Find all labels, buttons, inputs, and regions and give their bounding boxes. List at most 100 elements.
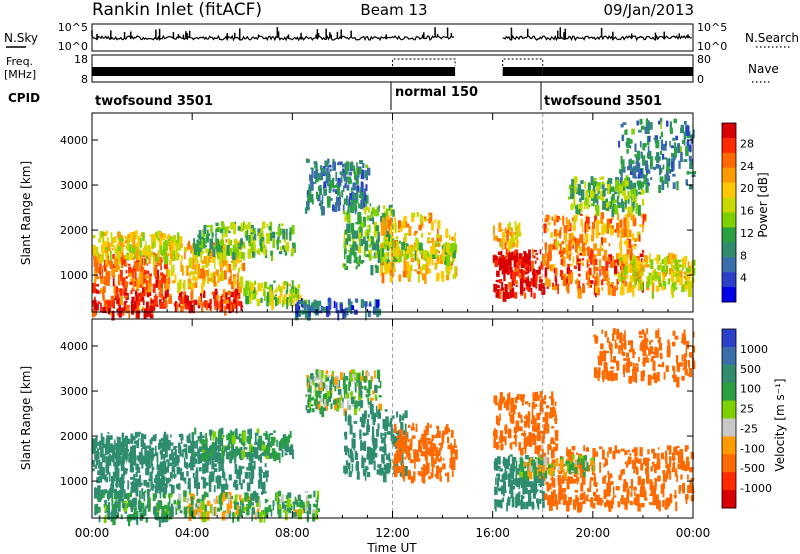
data-cell [658,184,662,193]
data-cell [190,446,195,450]
data-cell [183,247,187,253]
data-cell [344,248,347,255]
data-cell [169,506,174,517]
data-cell [524,437,529,447]
data-cell [609,261,614,268]
data-cell [104,259,107,271]
data-cell [238,292,241,300]
data-cell [394,240,399,246]
data-cell [385,218,389,229]
data-cell [671,286,674,298]
data-cell [244,471,249,479]
data-cell [171,449,174,457]
data-cell [127,438,131,445]
data-cell [221,468,225,478]
data-cell [202,494,205,502]
data-cell [560,249,564,258]
beam-title: Beam 13 [360,1,427,19]
data-cell [268,226,272,230]
data-cell [450,430,454,438]
data-cell [313,490,316,498]
data-cell [238,433,242,437]
data-cell [521,476,525,481]
data-cell [265,499,269,502]
cpid-row: CPID twofsound 3501 normal 150 twofsound… [8,82,662,110]
data-cell [654,257,657,261]
data-cell [350,222,355,233]
data-cell [409,459,414,464]
data-cell [495,235,498,241]
data-cell [129,253,134,261]
data-cell [662,143,667,151]
data-cell [129,232,134,243]
data-cell [637,276,639,280]
data-cell [119,485,122,489]
data-cell [96,303,99,311]
data-cell [311,198,314,205]
data-cell [268,447,271,451]
data-cell [622,269,624,278]
data-cell [225,298,228,309]
data-cell [276,239,279,250]
data-cell [617,202,621,208]
data-cell [534,404,538,407]
data-cell [420,221,424,228]
data-cell [278,508,282,519]
data-cell [431,467,434,478]
data-cell [424,273,427,285]
data-cell [135,288,139,291]
data-cell [203,491,207,495]
data-cell [291,505,293,511]
data-cell [611,214,614,221]
data-cell [213,274,216,286]
data-cell [351,305,355,311]
data-cell [587,226,591,229]
data-cell [130,501,134,511]
data-cell [170,485,175,494]
data-cell [200,253,203,263]
data-cell [122,481,125,484]
data-cell [225,292,228,301]
data-cell [503,472,506,483]
data-cell [496,463,499,471]
data-cell [237,300,241,307]
data-cell [98,515,101,523]
data-cell [316,490,320,500]
data-cell [391,415,395,419]
data-cell [507,428,512,439]
data-cell [375,248,379,258]
data-cell [362,163,365,169]
data-cell [532,424,535,432]
data-cell [638,168,643,175]
data-cell [275,293,277,297]
data-cell [590,203,594,207]
data-cell [135,471,138,478]
data-cell [120,514,123,520]
data-cell [573,219,576,230]
sky-noise-line [502,34,692,42]
data-cell [404,466,408,477]
data-cell [164,454,166,458]
data-cell [217,452,221,461]
data-cell [641,189,645,195]
data-cell [143,508,147,516]
data-cell [502,255,505,261]
data-cell [294,496,297,503]
data-cell [281,290,283,297]
data-cell [312,509,316,514]
data-cell [183,279,186,291]
data-cell [142,283,144,288]
data-cell [291,280,294,288]
data-cell [539,249,542,255]
data-cell [405,243,408,249]
data-cell [636,157,640,166]
data-cell [381,437,386,442]
data-cell [522,270,525,281]
data-cell [304,207,308,214]
data-cell [447,472,450,483]
data-cell [626,248,630,257]
data-cell [498,222,502,232]
data-cell [306,374,310,378]
data-cell [542,398,545,405]
data-cell [566,267,570,274]
